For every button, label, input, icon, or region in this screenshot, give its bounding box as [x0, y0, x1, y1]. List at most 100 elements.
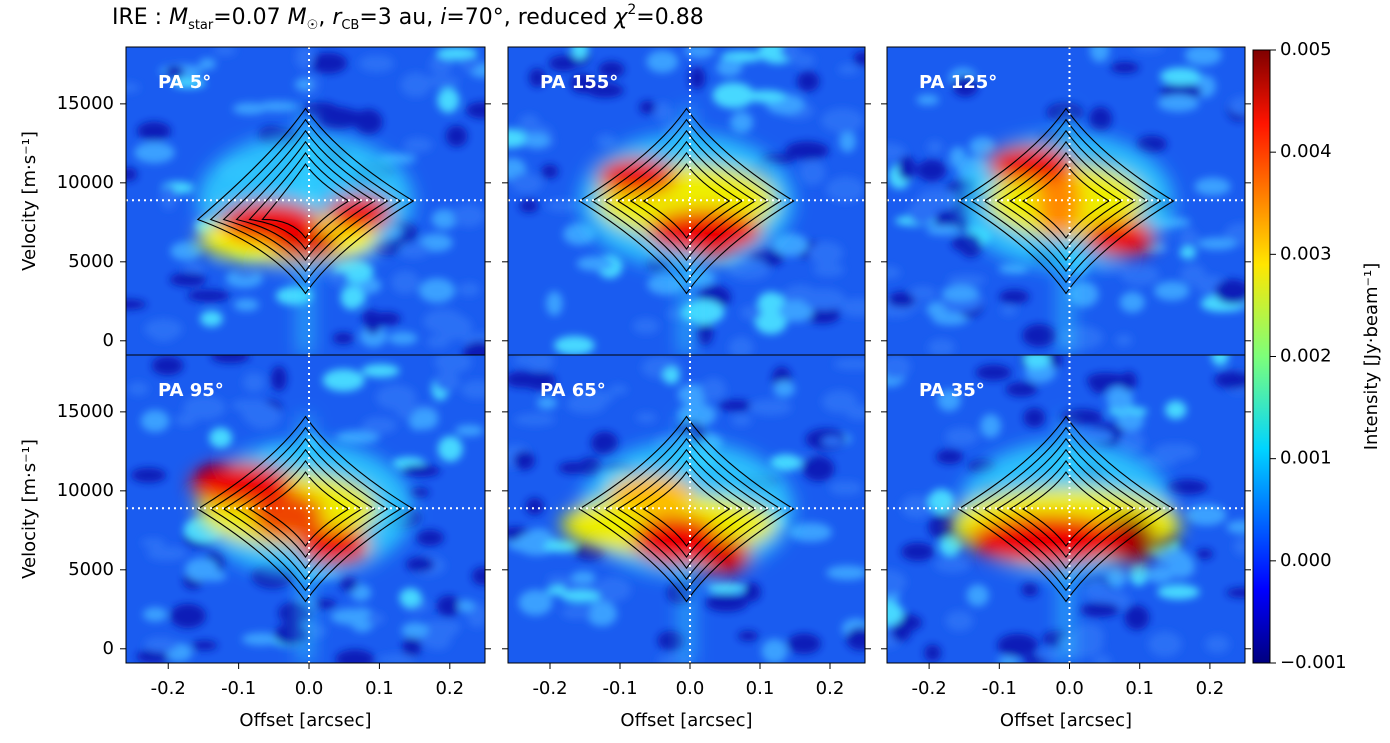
x-tick-label: -0.1 [982, 678, 1017, 699]
noise-patch [169, 272, 207, 287]
noise-patch [210, 355, 250, 364]
noise-patch [1165, 400, 1187, 420]
noise-patch [361, 364, 400, 378]
noise-patch [754, 308, 787, 335]
noise-patch [1154, 281, 1190, 301]
emission [561, 416, 794, 663]
noise-patch [513, 450, 535, 471]
contour [983, 129, 1149, 273]
title-part: M [288, 5, 307, 30]
noise-patch [826, 565, 865, 581]
noise-patch [802, 455, 835, 482]
x-tick-label: 0.0 [295, 678, 324, 699]
noise-patch [141, 537, 165, 549]
noise-patch [1124, 604, 1150, 631]
noise-patch [1107, 567, 1127, 588]
noise-patch [429, 55, 453, 75]
noise-patch [909, 286, 937, 300]
panel-annotation: PA 35° [919, 380, 985, 401]
noise-patch [140, 409, 170, 433]
noise-patch [900, 494, 933, 519]
x-tick-label: -0.2 [912, 678, 947, 699]
noise-patch [799, 159, 826, 186]
noise-patch [966, 584, 989, 607]
noise-patch [785, 141, 830, 160]
noise-patch [421, 75, 461, 87]
noise-patch [997, 633, 1039, 657]
noise-patch [460, 380, 485, 400]
noise-patch [853, 51, 865, 66]
noise-patch [1197, 237, 1238, 250]
noise-patch [924, 644, 942, 662]
noise-patch [578, 457, 603, 477]
emission [579, 108, 794, 355]
noise-patch [688, 66, 706, 90]
contour [1021, 163, 1111, 239]
noise-patch [999, 289, 1030, 304]
noise-patch [1233, 537, 1245, 556]
noise-patch [805, 305, 841, 324]
noise-patch [170, 241, 201, 261]
noise-patch [718, 399, 754, 412]
noise-patch [571, 47, 589, 60]
noise-patch [400, 464, 441, 478]
x-axis-label: Offset [arcsec] [239, 710, 371, 731]
noise-patch [418, 278, 456, 303]
x-tick-label: -0.1 [602, 678, 637, 699]
noise-patch [975, 364, 1012, 381]
y-axis-label: Velocity [m·s⁻¹] [19, 131, 40, 271]
y-tick-label: 15000 [57, 93, 114, 114]
noise-patch [436, 595, 461, 617]
noise-patch [586, 601, 618, 627]
noise-patch [1120, 371, 1137, 391]
contour [642, 471, 731, 547]
noise-patch [1159, 67, 1201, 85]
noise-patch [742, 582, 761, 602]
colorbar-tick-label: 0.005 [1280, 39, 1332, 60]
noise-patch [245, 403, 282, 430]
noise-patch [887, 266, 901, 280]
noise-patch [1089, 373, 1111, 394]
noise-patch [916, 159, 947, 182]
noise-patch [935, 449, 964, 465]
noise-patch [561, 606, 592, 619]
contour [578, 107, 795, 295]
title-part: =3 au, [359, 5, 440, 30]
noise-patch [840, 297, 865, 317]
noise-patch [796, 71, 820, 92]
noise-patch [730, 111, 754, 134]
noise-patch [701, 377, 727, 401]
noise-patch [316, 106, 359, 130]
title-part: r [332, 5, 343, 30]
noise-patch [1115, 334, 1133, 347]
x-tick-label: 0.2 [1196, 678, 1225, 699]
noise-patch [825, 176, 865, 203]
noise-patch [553, 335, 595, 355]
emission-peak [969, 515, 1127, 565]
noise-patch [969, 136, 996, 156]
emission [958, 108, 1174, 355]
noise-patch [328, 270, 349, 286]
noise-patch [377, 654, 417, 663]
noise-patch [1022, 323, 1057, 348]
noise-patch [390, 270, 420, 295]
noise-patch [1179, 246, 1197, 259]
noise-patch [126, 82, 141, 93]
noise-patch [545, 199, 580, 212]
noise-patch [144, 636, 178, 653]
noise-patch [745, 90, 787, 103]
noise-patch [191, 640, 218, 651]
noise-patch [696, 320, 714, 346]
noise-patch [845, 404, 865, 420]
noise-patch [546, 574, 572, 586]
noise-patch [632, 318, 660, 335]
noise-patch [151, 355, 184, 376]
noise-patch [436, 47, 478, 60]
noise-patch [917, 188, 958, 211]
noise-patch [400, 72, 432, 98]
emission-peak [597, 157, 676, 195]
noise-patch [1184, 47, 1222, 66]
noise-patch [778, 300, 814, 322]
noise-patch [361, 416, 398, 434]
noise-patch [821, 435, 844, 447]
